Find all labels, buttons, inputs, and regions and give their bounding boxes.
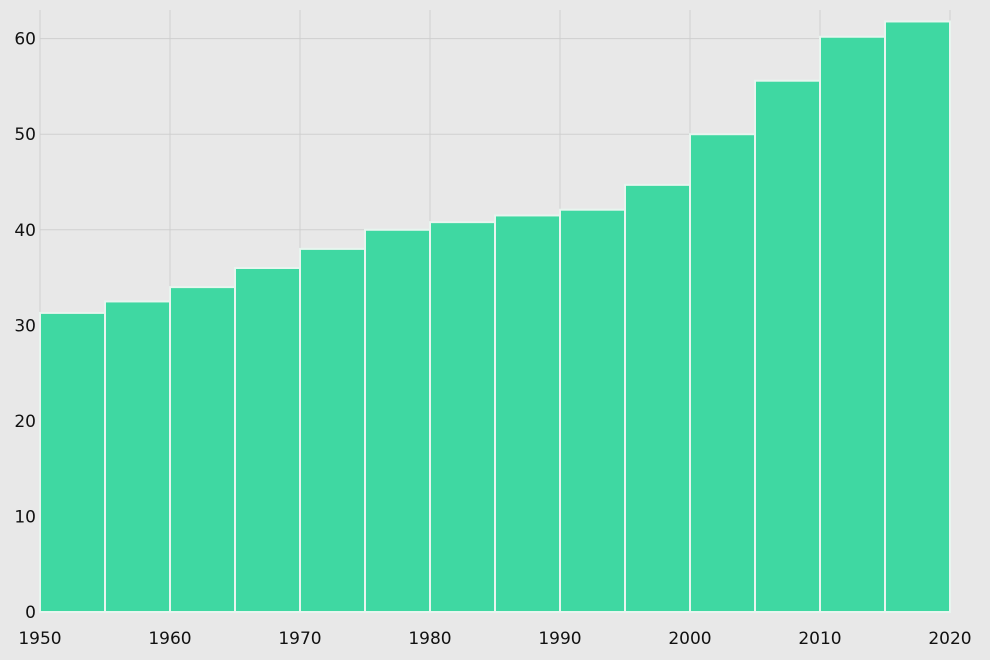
bar [429,221,496,613]
bar [364,228,431,613]
bar [754,79,821,613]
y-tick-label: 60 [14,30,36,50]
y-tick-label: 20 [14,412,36,432]
y-tick-label: 0 [25,603,36,623]
bar [624,183,691,613]
y-tick-label: 30 [14,316,36,336]
y-tick-label: 40 [14,221,36,241]
bar [299,247,366,613]
y-tick-label: 10 [14,507,36,527]
x-tick-label: 1950 [18,629,61,649]
x-tick-label: 1970 [278,629,321,649]
x-tick-label: 1980 [408,629,451,649]
bar [494,214,561,613]
x-tick-label: 1990 [538,629,581,649]
bar [689,133,756,613]
y-axis-tick-labels: 0 10 20 30 40 50 60 [14,30,36,623]
bar [169,286,236,613]
x-tick-label: 2020 [928,629,971,649]
y-tick-label: 50 [14,125,36,145]
bar [559,208,626,613]
bar [884,20,951,613]
x-tick-label: 2000 [668,629,711,649]
x-tick-label: 1960 [148,629,191,649]
x-axis-tick-labels: 1950 1960 1970 1980 1990 2000 2010 2020 [18,629,971,649]
bar [234,267,301,613]
bar [104,300,171,613]
bars [39,20,951,613]
bar [819,35,886,613]
bar [39,311,106,613]
x-tick-label: 2010 [798,629,841,649]
